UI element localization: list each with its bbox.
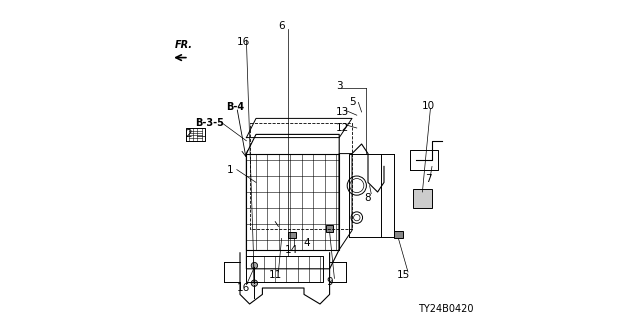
Text: 8: 8 bbox=[365, 193, 371, 204]
Text: 9: 9 bbox=[326, 276, 333, 287]
Text: 12: 12 bbox=[336, 123, 349, 133]
Text: TY24B0420: TY24B0420 bbox=[418, 304, 474, 314]
FancyBboxPatch shape bbox=[394, 231, 403, 238]
Text: FR.: FR. bbox=[174, 40, 193, 50]
Circle shape bbox=[251, 262, 257, 269]
Text: 1: 1 bbox=[227, 164, 234, 175]
Text: 14: 14 bbox=[285, 244, 298, 255]
Text: 15: 15 bbox=[397, 270, 410, 280]
Circle shape bbox=[251, 280, 257, 286]
Text: 16: 16 bbox=[237, 36, 250, 47]
Text: 4: 4 bbox=[304, 238, 310, 248]
Text: 16: 16 bbox=[237, 283, 250, 293]
Text: 2: 2 bbox=[186, 129, 192, 140]
Text: B-3-5: B-3-5 bbox=[195, 118, 224, 128]
Text: 7: 7 bbox=[426, 174, 432, 184]
Text: 3: 3 bbox=[336, 81, 342, 92]
FancyBboxPatch shape bbox=[413, 189, 432, 208]
FancyBboxPatch shape bbox=[288, 232, 296, 238]
Text: B-4: B-4 bbox=[226, 102, 244, 112]
Text: 11: 11 bbox=[269, 270, 282, 280]
Text: 13: 13 bbox=[336, 107, 349, 117]
FancyBboxPatch shape bbox=[326, 225, 333, 232]
Text: 10: 10 bbox=[422, 100, 435, 111]
Text: 6: 6 bbox=[278, 20, 285, 31]
Text: 5: 5 bbox=[349, 97, 355, 108]
